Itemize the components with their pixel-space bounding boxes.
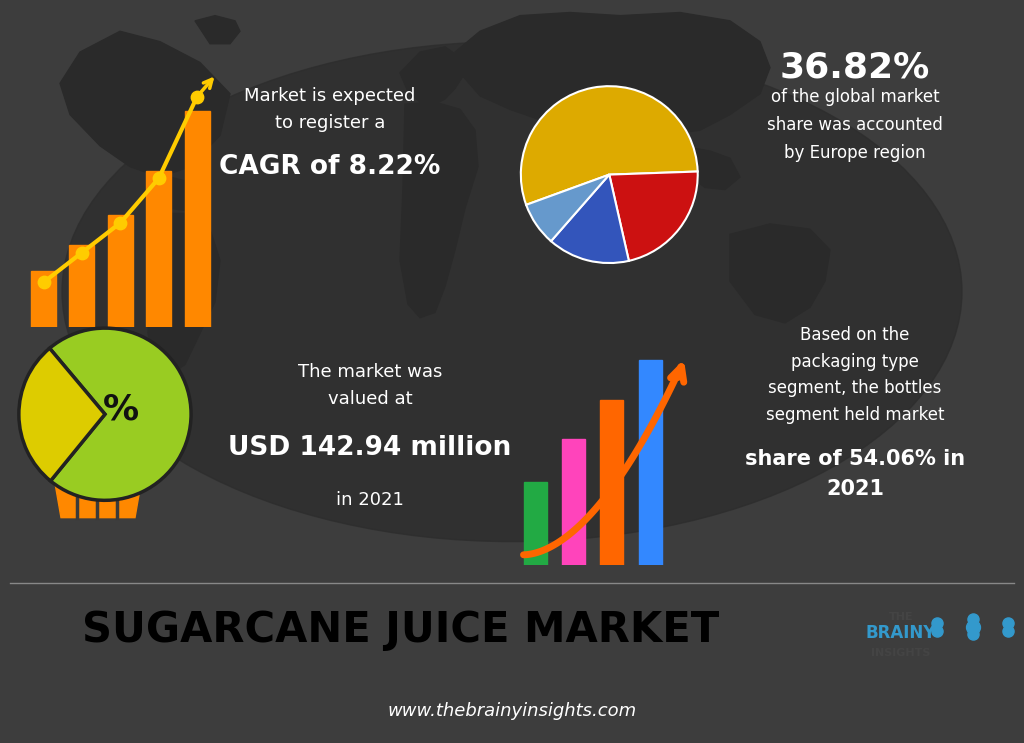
Polygon shape <box>148 213 220 375</box>
Wedge shape <box>49 328 191 500</box>
Text: Market is expected
to register a: Market is expected to register a <box>245 87 416 132</box>
Text: USD 142.94 million: USD 142.94 million <box>228 435 512 461</box>
Point <box>112 217 129 229</box>
Text: THE: THE <box>889 612 913 622</box>
Bar <box>70 245 94 327</box>
Polygon shape <box>565 130 595 177</box>
Wedge shape <box>526 175 609 241</box>
Text: share of 54.06% in
2021: share of 54.06% in 2021 <box>744 449 965 499</box>
Polygon shape <box>680 146 740 189</box>
Bar <box>31 271 56 327</box>
Wedge shape <box>609 172 697 261</box>
Bar <box>639 360 662 565</box>
Text: BRAINY: BRAINY <box>866 624 936 643</box>
Polygon shape <box>400 47 465 104</box>
Bar <box>562 439 585 565</box>
Text: SUGARCANE JUICE MARKET: SUGARCANE JUICE MARKET <box>82 609 719 651</box>
Text: of the global market
share was accounted
by Europe region: of the global market share was accounted… <box>767 88 943 162</box>
Polygon shape <box>195 16 240 44</box>
Bar <box>108 215 133 327</box>
Text: The market was
valued at: The market was valued at <box>298 363 442 408</box>
Bar <box>184 111 210 327</box>
Polygon shape <box>60 31 230 177</box>
Text: INSIGHTS: INSIGHTS <box>871 648 931 658</box>
Polygon shape <box>53 472 143 518</box>
Point <box>35 276 51 288</box>
Bar <box>523 482 547 565</box>
Wedge shape <box>18 348 104 481</box>
Ellipse shape <box>62 42 962 542</box>
Text: CAGR of 8.22%: CAGR of 8.22% <box>219 154 440 180</box>
Bar <box>146 171 171 327</box>
Text: 36.82%: 36.82% <box>780 51 930 85</box>
Polygon shape <box>400 102 478 318</box>
Text: in 2021: in 2021 <box>336 491 403 509</box>
Point <box>74 247 90 259</box>
Wedge shape <box>551 175 629 263</box>
Wedge shape <box>521 86 697 205</box>
Point <box>151 172 167 184</box>
Text: Based on the
packaging type
segment, the bottles
segment held market: Based on the packaging type segment, the… <box>766 326 944 424</box>
Polygon shape <box>455 13 770 137</box>
Bar <box>600 400 624 565</box>
Text: www.thebrainyinsights.com: www.thebrainyinsights.com <box>387 702 637 721</box>
Polygon shape <box>730 224 830 323</box>
Point <box>188 91 205 103</box>
Polygon shape <box>165 177 200 210</box>
Text: %: % <box>102 393 138 427</box>
